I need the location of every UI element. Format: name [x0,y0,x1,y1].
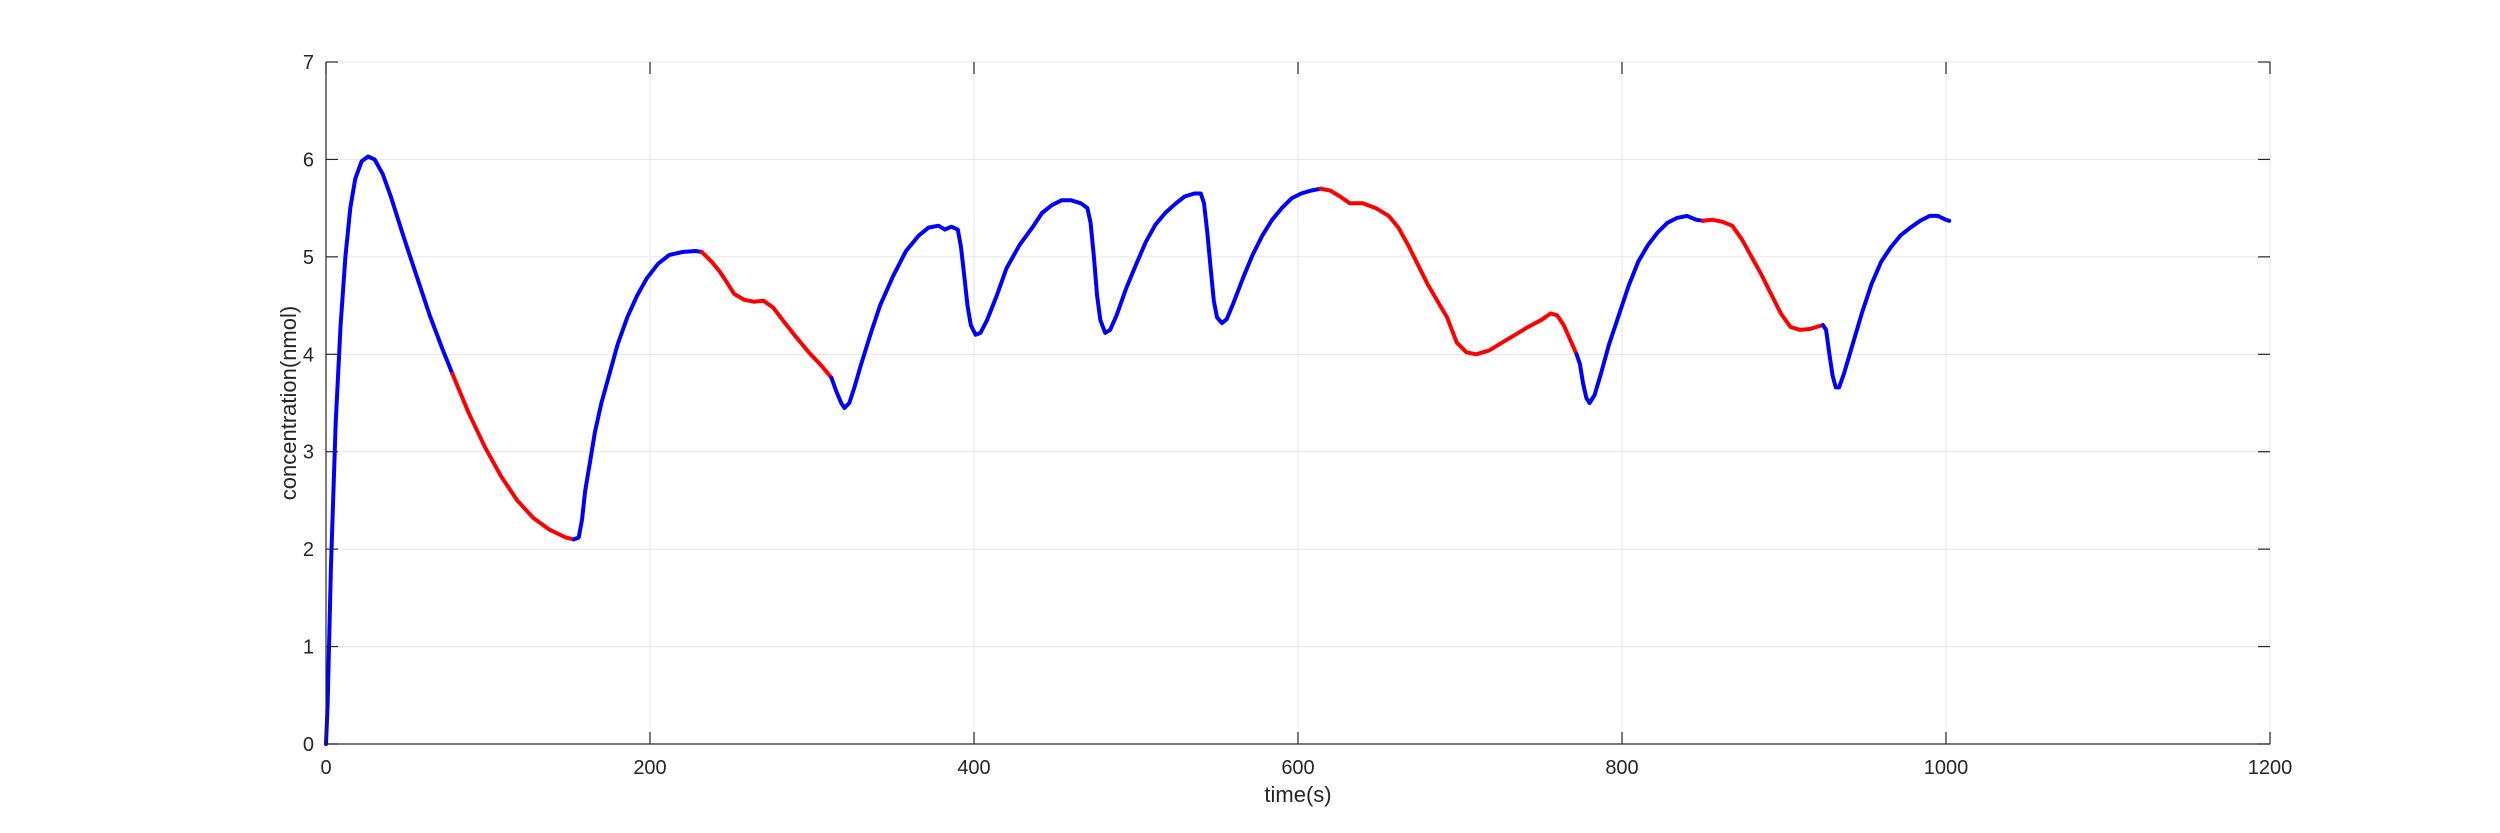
x-tick-label: 0 [320,757,331,779]
y-tick-label: 4 [303,344,314,366]
blue-line-segment [571,249,704,542]
series-layer [324,154,1952,746]
red-line-segment [1318,186,1579,357]
tick-labels: 0 200 400 600 800 1000 1200 0 1 2 3 4 5 6 7 [303,52,2292,779]
y-tick-label: 5 [303,247,314,269]
grid [325,61,2271,745]
y-tick-label: 1 [303,637,314,659]
x-tick-label: 200 [633,757,666,779]
axes [325,61,2271,745]
y-tick-label: 0 [303,734,314,756]
x-tick-label: 400 [957,757,990,779]
x-tick-label: 1000 [1924,757,1969,779]
y-tick-label: 7 [303,52,314,74]
x-tick-label: 1200 [2248,757,2293,779]
blue-line-segment [324,154,455,746]
blue-line-segment [1820,213,1952,390]
blue-line-segment [829,186,1323,410]
x-tick-label: 800 [1605,757,1638,779]
y-tick-label: 3 [303,442,314,464]
y-tick-label: 2 [303,539,314,561]
red-line-segment [1701,217,1825,332]
x-axis-label: time(s) [1264,782,1331,807]
x-tick-label: 600 [1281,757,1314,779]
red-line-segment [450,371,576,542]
y-axis-label: concentration(nmol) [276,306,301,500]
red-line-segment [699,250,834,380]
blue-line-segment [1574,213,1705,405]
y-tick-label: 6 [303,149,314,171]
